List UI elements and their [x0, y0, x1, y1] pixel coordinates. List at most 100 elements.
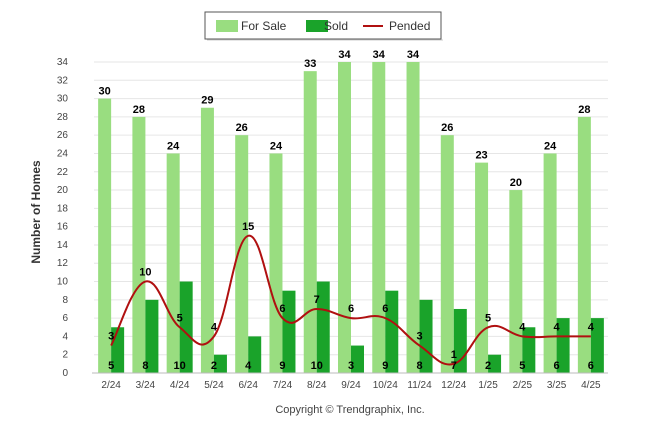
y-tick-label: 0 [62, 368, 68, 379]
line-layer [110, 234, 591, 366]
bar-for-sale [543, 153, 557, 373]
bar-for-sale [200, 107, 214, 373]
data-label-for-sale: 28 [133, 104, 145, 116]
x-tick-label: 4/24 [170, 380, 190, 391]
x-tick-label: 8/24 [307, 380, 327, 391]
data-label-for-sale: 29 [201, 95, 213, 107]
x-tick-label: 10/24 [373, 380, 398, 391]
data-label-for-sale: 24 [270, 140, 283, 152]
data-label-for-sale: 26 [236, 122, 248, 134]
bar-for-sale [338, 62, 351, 373]
bar-sold [522, 327, 536, 373]
data-label-sold: 7 [451, 360, 457, 372]
data-label-for-sale: 28 [578, 104, 590, 116]
legend-label: For Sale [241, 19, 287, 33]
data-label-pended: 5 [177, 312, 183, 324]
data-label-for-sale: 34 [338, 49, 351, 61]
bar-for-sale [98, 98, 112, 374]
x-tick-label: 3/24 [136, 380, 156, 391]
y-tick-label: 14 [57, 240, 69, 251]
data-label-for-sale: 24 [167, 140, 180, 152]
bar-for-sale [303, 71, 317, 373]
x-tick-label: 11/24 [407, 380, 432, 391]
y-tick-label: 20 [57, 185, 69, 196]
data-label-for-sale: 33 [304, 58, 316, 70]
legend: For Sale Sold Pended [204, 11, 443, 41]
bar-sold [351, 345, 364, 373]
x-tick-label: 5/24 [204, 380, 224, 391]
y-tick-label: 28 [57, 112, 69, 123]
bar-sold [556, 318, 570, 373]
y-tick-label: 4 [62, 331, 68, 342]
data-label-for-sale: 34 [373, 49, 386, 61]
bar-for-sale [440, 135, 454, 373]
legend-swatch [306, 20, 328, 32]
y-tick-label: 16 [57, 222, 69, 233]
data-label-for-sale: 23 [475, 150, 487, 162]
bar-sold [145, 299, 159, 373]
bar-for-sale [372, 62, 386, 373]
data-label-sold: 6 [588, 360, 594, 372]
y-tick-label: 6 [62, 313, 68, 324]
data-label-pended: 15 [242, 221, 254, 233]
x-tick-label: 3/25 [547, 380, 567, 391]
bar-sold [179, 281, 193, 373]
bar-sold [213, 354, 227, 373]
bar-for-sale [166, 153, 180, 373]
data-label-pended: 6 [279, 303, 285, 315]
data-label-pended: 6 [348, 303, 354, 315]
data-label-pended: 1 [451, 349, 457, 361]
data-label-pended: 4 [519, 321, 526, 333]
bar-sold [282, 290, 296, 373]
data-label-sold: 8 [142, 360, 148, 372]
x-tick-label: 12/24 [441, 380, 466, 391]
bar-for-sale [132, 116, 146, 373]
data-label-pended: 3 [416, 331, 422, 343]
bar-for-sale [269, 153, 283, 373]
data-label-pended: 4 [211, 321, 218, 333]
data-label-pended: 4 [554, 321, 561, 333]
y-tick-label: 18 [57, 203, 69, 214]
bar-for-sale [509, 190, 523, 373]
data-label-pended: 6 [382, 303, 388, 315]
legend-label: Pended [389, 19, 430, 33]
y-tick-label: 2 [62, 350, 68, 361]
x-tick-label: 1/25 [478, 380, 498, 391]
y-tick-label: 34 [57, 57, 69, 68]
data-label-pended: 10 [139, 267, 151, 279]
y-tick-label: 24 [57, 148, 69, 159]
data-label-for-sale: 26 [441, 122, 453, 134]
data-label-sold: 5 [108, 360, 114, 372]
data-label-sold: 2 [485, 360, 491, 372]
data-label-for-sale: 20 [510, 177, 522, 189]
bar-for-sale [235, 135, 249, 373]
data-label-sold: 10 [174, 360, 186, 372]
bar-sold [590, 318, 604, 373]
y-tick-label: 22 [57, 167, 69, 178]
bar-for-sale [406, 62, 420, 373]
y-axis-title: Number of Homes [29, 160, 43, 264]
data-label-sold: 10 [311, 360, 323, 372]
data-label-for-sale: 30 [99, 86, 111, 98]
data-label-sold: 6 [554, 360, 560, 372]
data-label-pended: 7 [314, 294, 320, 306]
bar-sold [488, 354, 502, 373]
data-label-sold: 9 [279, 360, 285, 372]
bar-for-sale [577, 116, 591, 373]
bar-sold [316, 281, 330, 373]
data-label-for-sale: 34 [407, 49, 420, 61]
bar-sold [248, 336, 262, 373]
labels-layer: 3052882410292264249331034334934826723220… [99, 49, 595, 372]
data-label-sold: 5 [519, 360, 525, 372]
x-tick-label: 2/25 [513, 380, 533, 391]
y-tick-label: 10 [57, 277, 69, 288]
data-label-sold: 9 [382, 360, 388, 372]
y-tick-label: 26 [57, 130, 69, 141]
bar-sold [385, 290, 399, 373]
data-label-pended: 3 [108, 331, 114, 343]
x-tick-label: 9/24 [341, 380, 361, 391]
data-label-for-sale: 24 [544, 140, 557, 152]
